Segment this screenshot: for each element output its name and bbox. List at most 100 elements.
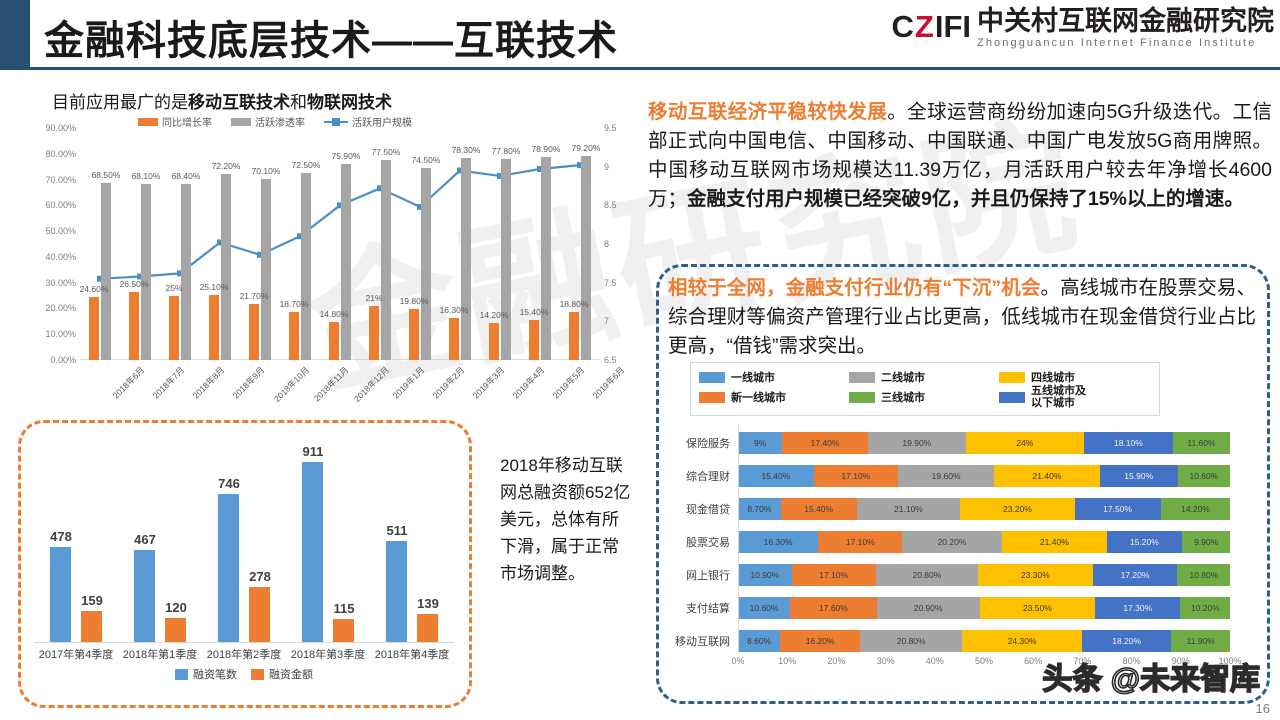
combo-bar-penetration [581,155,591,360]
legend-label: 三线城市 [881,392,925,404]
combo-bar-growth-label: 18.70% [279,298,309,309]
legend-swatch [138,117,158,126]
legend-swatch [999,391,1025,403]
city-tier-segment: 10.60% [1177,465,1230,487]
city-tier-segment: 10.90% [738,564,792,586]
combo-x-label: 2019年1月 [390,364,427,401]
city-tier-segment: 17.20% [1092,564,1178,586]
combo-bar-growth [249,304,259,360]
legend-item-二线城市: 二线城市 [849,369,999,385]
combo-left-tick: 0.00% [50,355,76,365]
financing-bar-count [302,461,323,642]
financing-bar-amount [417,614,438,642]
combo-x-label: 2018年11月 [311,364,351,404]
combo-bar-growth [409,308,419,360]
city-tier-segment: 20.20% [902,531,1002,553]
mobile-internet-combo-chart: 同比增长率 活跃渗透率 活跃用户规模 0.00% 10.00% 20.00% 30.00%… [18,110,638,410]
financing-count-label: 467 [134,531,156,547]
financing-chart-legend: 融资笔数 融资金额 [24,666,464,682]
header-accent-bar [0,0,30,70]
combo-baseline [80,359,600,360]
city-tier-segment: 23.20% [960,498,1075,520]
combo-left-tick: 30.00% [45,277,76,288]
combo-left-tick: 60.00% [45,200,76,211]
city-tier-segment: 20.90% [876,597,980,619]
combo-x-label: 2019年2月 [430,364,467,401]
combo-bar-penetration-label: 72.20% [211,160,241,171]
city-tier-segment: 17.10% [813,465,898,487]
legend-label: 二线城市 [881,372,925,384]
financing-count-label: 746 [218,476,240,492]
combo-bar-growth [529,320,539,360]
city-tier-x-tick: 0% [731,656,745,666]
combo-left-tick: 90.00% [45,123,76,133]
city-tier-legend: 一线城市 二线城市 四线城市 新一线城市 三线城市 五线城市及以下城市 [690,362,1160,416]
legend-label: 四线城市 [1031,372,1075,384]
city-tier-segment: 17.30% [1095,597,1181,619]
city-tier-legend-row: 一线城市 二线城市 四线城市 [699,369,1151,385]
financing-sidenote: 2018年移动互联网总融资额652亿美元，总体有所下滑，属于正常市场调整。 [500,456,631,583]
combo-bar-penetration-label: 68.50% [91,170,121,181]
combo-bar-growth [289,311,299,360]
combo-bar-penetration [141,184,151,360]
city-tier-segment: 17.60% [790,597,877,619]
combo-bar-penetration [101,183,111,360]
city-tier-row-label: 移动互联网 [675,636,730,648]
combo-bar-growth-label: 26.50% [119,278,149,289]
financing-bar-amount [333,619,354,642]
combo-bar-growth [209,295,219,360]
combo-bar-growth [129,291,139,360]
legend-item-活跃用户规模: 活跃用户规模 [324,114,412,129]
combo-bar-penetration-label: 70.10% [251,166,281,177]
legend-item-三线城市: 三线城市 [849,389,999,405]
city-tier-x-tick: 70% [1073,656,1092,666]
combo-bar-growth-label: 14.80% [319,308,349,319]
city-tier-segment: 19.60% [897,465,995,487]
combo-bar-penetration [541,156,551,360]
combo-x-label: 2018年8月 [190,364,227,401]
combo-right-tick: 9 [604,161,610,172]
combo-bar-penetration-label: 77.50% [371,147,401,158]
city-tier-segment: 20.80% [875,564,979,586]
city-tier-x-tick: 10% [778,656,797,666]
financing-x-label: 2018年第2季度 [206,649,282,661]
combo-bar-penetration-label: 68.10% [131,171,161,182]
subtitle-bold-1: 移动互联技术 [188,93,290,112]
legend-swatch [999,371,1025,383]
legend-item-同比增长率: 同比增长率 [138,114,212,129]
combo-bar-penetration [261,179,271,360]
financing-amount-label: 159 [81,592,103,608]
combo-bar-penetration [461,158,471,360]
logo-chinese-name: 中关村互联网金融研究院 [977,6,1274,36]
city-tier-legend-row: 新一线城市 三线城市 五线城市及以下城市 [699,385,1151,409]
city-tier-segment: 9.90% [1181,531,1231,553]
p2-body: 。高线城市在股票交易、综合理财等偏资产管理行业占比更高，低线城市在现金借贷行业占… [668,277,1256,357]
combo-bar-growth-label: 21% [365,292,383,303]
city-tier-x-tick: 50% [974,656,994,666]
combo-right-tick: 8.5 [604,200,617,211]
legend-label: 活跃渗透率 [255,118,305,129]
city-tier-segment: 15.40% [738,465,814,487]
combo-x-label: 2019年6月 [590,364,627,401]
legend-label: 五线城市及以下城市 [1031,385,1086,409]
city-tier-segment: 20.80% [860,630,963,652]
p1-body: 。全球运营商纷纷加速向5G升级迭代。工信部正式向中国电信、中国移动、中国联通、中… [648,101,1272,210]
city-tier-segment: 9% [738,432,783,454]
combo-x-label: 2018年10月 [271,364,312,404]
combo-bar-growth-label: 18.80% [559,298,589,309]
paragraph-payment-sinking: 相较于全网，金融支付行业仍有“下沉”机会。高线城市在股票交易、综合理财等偏资产管… [668,274,1256,361]
legend-label: 活跃用户规模 [352,118,412,129]
financing-count-label: 511 [386,522,408,538]
legend-item-五线城市及以下城市: 五线城市及以下城市 [999,385,1149,409]
combo-left-tick: 40.00% [45,251,76,262]
combo-x-label: 2019年5月 [550,364,587,401]
financing-x-label: 2017年第4季度 [38,649,114,661]
institute-logo: C Z IFI 中关村互联网金融研究院 Zhongguancun Internet … [892,8,1275,49]
combo-bar-growth [449,317,459,360]
combo-bar-growth-label: 21.70% [239,291,269,302]
combo-left-tick: 50.00% [45,226,76,237]
city-tier-segment: 18.10% [1083,432,1173,454]
logo-english-name: Zhongguancun Internet Finance Institute [977,37,1257,49]
combo-bar-penetration [501,159,511,360]
